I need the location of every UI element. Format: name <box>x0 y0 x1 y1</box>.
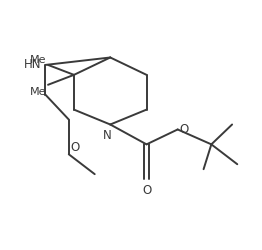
Text: HN: HN <box>24 58 42 71</box>
Text: O: O <box>70 140 79 153</box>
Text: N: N <box>103 129 112 142</box>
Text: O: O <box>180 122 189 135</box>
Text: O: O <box>142 183 151 196</box>
Text: Me: Me <box>30 87 47 97</box>
Text: Me: Me <box>30 54 47 64</box>
